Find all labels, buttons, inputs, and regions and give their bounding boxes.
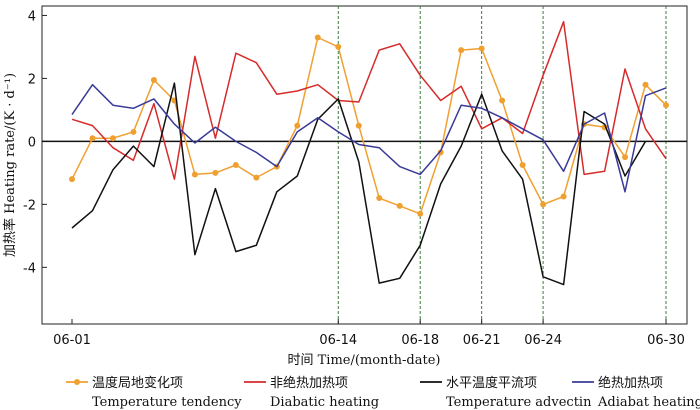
legend-label-en: Diabatic heating	[270, 395, 379, 410]
x-tick-label: 06-14	[319, 333, 357, 348]
data-point	[294, 122, 301, 129]
y-tick-label: 4	[28, 9, 36, 24]
data-point	[253, 174, 260, 181]
y-axis: 4 2 0 -2 -4	[23, 9, 47, 276]
data-point	[663, 102, 669, 109]
series-4	[71, 83, 667, 193]
legend-label: 绝热加热项	[598, 375, 663, 391]
data-point	[540, 201, 547, 208]
series-3	[71, 82, 647, 286]
x-tick-label: 06-01	[53, 333, 91, 348]
series-line	[71, 20, 667, 180]
series-2	[71, 20, 667, 180]
dashed-reference-lines	[337, 6, 667, 324]
series-line	[71, 82, 647, 286]
legend-label-en: Temperature advectin	[446, 395, 592, 410]
data-point	[458, 47, 465, 54]
x-tick-label: 06-24	[524, 333, 562, 348]
data-point	[499, 97, 506, 104]
data-point	[314, 34, 321, 41]
x-axis-title: 时间 Time/(month-date)	[287, 353, 440, 368]
data-point	[396, 202, 403, 209]
y-tick-label: -4	[23, 261, 36, 276]
plot-frame	[41, 5, 688, 325]
data-point	[69, 176, 75, 183]
y-tick-label: 0	[28, 135, 36, 150]
data-point	[89, 135, 96, 142]
data-point	[642, 81, 649, 88]
series-layer	[69, 20, 669, 286]
data-point	[335, 43, 342, 50]
y-tick-label: -2	[23, 198, 36, 213]
data-point	[150, 76, 157, 83]
legend-item: 非绝热加热项 Diabatic heating	[244, 375, 379, 410]
legend-marker	[74, 379, 80, 385]
data-point	[355, 122, 362, 129]
data-point	[519, 162, 526, 168]
legend: 温度局地变化项 Temperature tendency 非绝热加热项 Diabati…	[66, 375, 700, 410]
data-point	[232, 162, 239, 168]
legend-label: 非绝热加热项	[270, 375, 348, 391]
data-point	[109, 135, 116, 142]
data-point	[478, 45, 485, 52]
series-1	[69, 34, 669, 217]
legend-label: 温度局地变化项	[92, 375, 183, 391]
data-point	[622, 154, 629, 161]
series-line	[71, 83, 667, 193]
y-tick-label: 2	[28, 72, 36, 87]
data-point	[212, 169, 219, 176]
legend-label: 水平温度平流项	[446, 375, 537, 391]
x-axis: 06-01 06-14 06-18 06-21 06-24 06-30	[53, 319, 685, 348]
y-axis-title: 加热率 Heating rate/(K · d⁻¹)	[2, 73, 18, 257]
x-tick-label: 06-30	[647, 333, 685, 348]
legend-label-en: Temperature tendency	[92, 395, 242, 410]
x-tick-label: 06-21	[463, 333, 501, 348]
data-point	[130, 128, 137, 135]
data-point	[376, 195, 383, 202]
x-tick-label: 06-18	[401, 333, 439, 348]
legend-item: 绝热加热项 Adiabat heating	[572, 375, 700, 410]
data-point	[437, 149, 444, 156]
data-point	[417, 210, 424, 217]
legend-item: 水平温度平流项 Temperature advectin	[420, 375, 592, 410]
data-point	[560, 193, 567, 200]
legend-label-en: Adiabat heating	[597, 395, 700, 410]
legend-item: 温度局地变化项 Temperature tendency	[66, 375, 242, 410]
data-point	[191, 171, 198, 178]
